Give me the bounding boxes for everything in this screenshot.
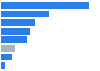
Bar [1,2,89,9]
Bar [1,11,50,17]
Bar [1,19,35,26]
Bar [1,28,30,35]
Bar [1,54,12,60]
Bar [1,62,5,69]
Bar [1,45,15,52]
Bar [1,36,27,43]
